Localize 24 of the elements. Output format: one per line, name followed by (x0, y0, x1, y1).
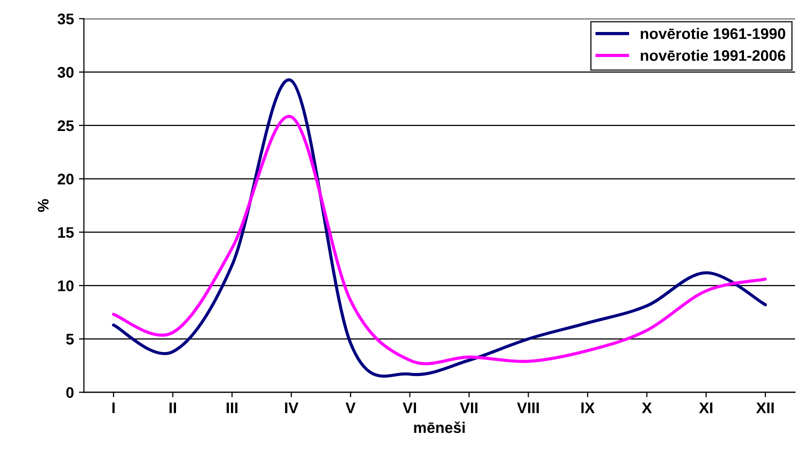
y-axis-title: % (38, 199, 49, 212)
x-axis-title: mēneši (414, 421, 465, 434)
x-tick-label: VII (460, 402, 478, 414)
x-tick-label: IV (285, 402, 298, 414)
y-tick-label: 10 (58, 280, 74, 292)
y-tick-label: 5 (66, 334, 74, 345)
legend-label: novērotie 1991-2006 (640, 50, 786, 61)
x-tick-label: X (642, 402, 652, 414)
x-tick-label: V (346, 402, 356, 414)
y-tick-label: 15 (58, 227, 74, 238)
x-tick-label: I (112, 402, 115, 414)
y-tick-label: 20 (58, 174, 74, 184)
x-tick-label: XI (699, 402, 712, 414)
x-tick-label: VIII (516, 402, 539, 414)
y-tick-label: 0 (66, 387, 74, 398)
x-tick-label: IX (581, 402, 595, 414)
y-tick-label: 30 (58, 66, 74, 78)
x-tick-label: XII (756, 402, 774, 414)
legend-label: novērotie 1961-1990 (640, 28, 786, 40)
x-tick-label: II (170, 402, 176, 414)
y-tick-label: 35 (58, 14, 74, 24)
x-tick-label: VI (402, 402, 416, 414)
x-tick-label: III (226, 402, 238, 414)
y-tick-label: 25 (58, 120, 74, 132)
